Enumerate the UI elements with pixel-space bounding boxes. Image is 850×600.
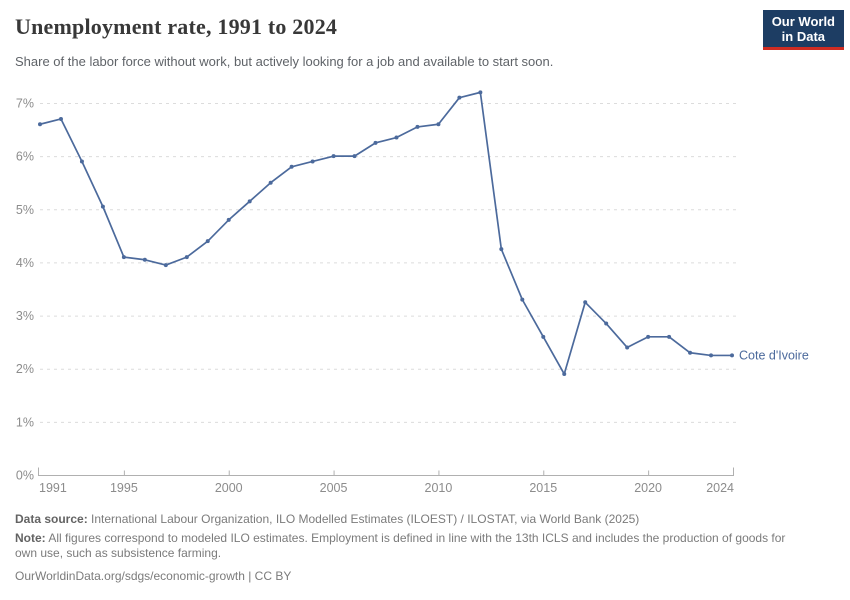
chart-subtitle: Share of the labor force without work, b… (15, 54, 554, 69)
data-point[interactable] (688, 350, 693, 355)
data-source-line: Data source: International Labour Organi… (15, 512, 835, 528)
data-point[interactable] (583, 300, 588, 305)
chart-footer: Data source: International Labour Organi… (15, 512, 835, 584)
data-point[interactable] (667, 334, 672, 339)
x-tick-label: 2010 (425, 481, 453, 495)
note-text: All figures correspond to modeled ILO es… (15, 530, 786, 561)
data-point[interactable] (247, 199, 252, 204)
data-points[interactable] (38, 90, 734, 377)
y-tick-label: 5% (16, 203, 34, 217)
x-axis: 1991 1995 2000 2005 2010 2015 2020 2024 (39, 470, 734, 495)
x-tick-label: 2005 (320, 481, 348, 495)
data-point[interactable] (541, 334, 546, 339)
note-line: Note: All figures correspond to modeled … (15, 531, 797, 562)
page-title: Unemployment rate, 1991 to 2024 (15, 14, 338, 39)
data-point[interactable] (646, 334, 651, 339)
x-tick-label: 2000 (215, 481, 243, 495)
data-source-label: Data source: (15, 512, 88, 526)
owid-logo-line2: in Data (781, 29, 826, 44)
y-tick-label: 4% (16, 256, 34, 270)
data-point[interactable] (100, 204, 105, 209)
x-tick-label: 2020 (634, 481, 662, 495)
x-tick-label: 2015 (529, 481, 557, 495)
data-point[interactable] (310, 159, 315, 164)
y-tick-label: 3% (16, 309, 34, 323)
footer-link[interactable]: OurWorldinData.org/sdgs/economic-growth … (15, 568, 292, 583)
y-axis-labels: 0% 1% 2% 3% 4% 5% 6% 7% (16, 97, 34, 483)
owid-logo: Our World in Data (762, 10, 844, 50)
x-axis-line (38, 467, 734, 476)
data-line[interactable] (39, 91, 733, 375)
data-point[interactable] (394, 135, 399, 140)
data-point[interactable] (625, 345, 630, 350)
data-point[interactable] (352, 154, 357, 159)
data-point[interactable] (226, 217, 231, 222)
y-tick-label: 1% (16, 415, 34, 429)
data-point[interactable] (184, 255, 189, 260)
data-point[interactable] (79, 159, 84, 164)
line-chart: 0% 1% 2% 3% 4% 5% 6% 7% 1991 1995 2000 2005 2010 2015… (16, 90, 809, 495)
data-point[interactable] (58, 116, 63, 121)
data-point[interactable] (163, 263, 168, 268)
note-label: Note: (15, 530, 46, 545)
y-tick-label: 7% (16, 97, 34, 111)
y-tick-label: 2% (16, 362, 34, 376)
y-tick-label: 0% (16, 469, 34, 483)
x-tick-label: 1995 (110, 481, 138, 495)
data-source-text: International Labour Organization, ILO M… (87, 512, 640, 526)
data-point[interactable] (436, 122, 441, 127)
series-end-label[interactable]: Cote d'Ivoire (739, 349, 809, 363)
data-point[interactable] (562, 372, 567, 377)
data-point[interactable] (709, 353, 714, 358)
y-tick-label: 6% (16, 150, 34, 164)
data-point[interactable] (142, 257, 147, 262)
data-point[interactable] (730, 353, 734, 358)
data-point[interactable] (205, 239, 210, 244)
data-point[interactable] (121, 255, 126, 260)
y-gridlines (40, 103, 736, 423)
data-point[interactable] (268, 180, 273, 185)
x-tick-label: 2024 (706, 481, 734, 495)
data-point[interactable] (373, 140, 378, 145)
data-point[interactable] (478, 90, 483, 95)
data-point[interactable] (289, 164, 294, 169)
data-point[interactable] (38, 122, 42, 127)
data-point[interactable] (520, 297, 525, 302)
data-point[interactable] (604, 321, 609, 326)
data-point[interactable] (415, 124, 420, 129)
data-point[interactable] (499, 247, 504, 252)
owid-logo-line1: Our World (771, 14, 835, 29)
x-tick-label: 1991 (39, 481, 67, 495)
data-point[interactable] (331, 154, 336, 159)
data-point[interactable] (457, 95, 462, 100)
